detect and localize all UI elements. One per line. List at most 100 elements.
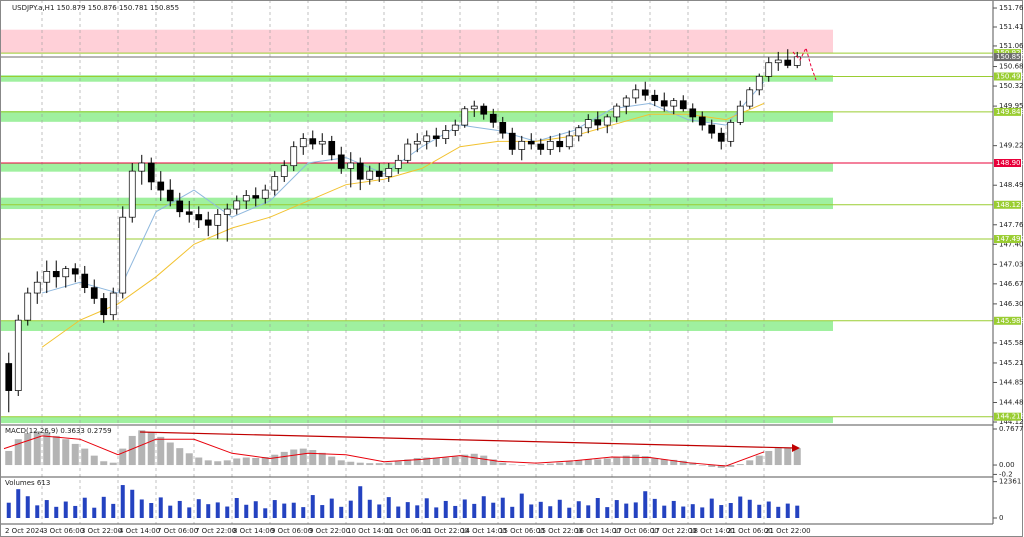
volume-bar	[63, 501, 68, 518]
macd-bar	[480, 455, 488, 466]
macd-bar	[423, 457, 431, 466]
macd-bar	[537, 464, 545, 466]
volume-bar	[263, 508, 268, 518]
candle-body	[461, 108, 469, 126]
chart-title: USDJPY.a,H1 150.879 150.876 150.781 150.…	[12, 4, 179, 12]
volume-bar	[500, 497, 505, 518]
candle-body	[651, 94, 659, 102]
macd-bar	[470, 453, 478, 466]
macd-bar	[71, 443, 79, 466]
volume-bar	[415, 505, 420, 518]
macd-bar	[508, 464, 516, 466]
candle-body	[537, 143, 545, 150]
zone	[0, 29, 833, 53]
macd-bar	[119, 448, 127, 466]
macd-bar	[793, 448, 801, 466]
macd-bar	[299, 448, 307, 466]
y-tick-label: 147.400	[999, 240, 1024, 248]
volume-bar	[111, 503, 116, 518]
volume-bar	[491, 502, 496, 518]
volume-bar	[386, 497, 391, 518]
volume-tick-label: 12361	[999, 478, 1021, 486]
volume-bar	[187, 507, 192, 518]
candle-body	[727, 122, 735, 142]
x-tick-label: 9 Oct 06:00	[271, 527, 312, 535]
level-label: 148.129	[996, 201, 1024, 209]
volume-bar	[177, 500, 182, 518]
macd-bar	[432, 457, 440, 466]
volume-bar	[586, 505, 591, 518]
macd-bar	[413, 457, 421, 466]
volume-bar	[662, 505, 667, 518]
macd-bar	[52, 435, 60, 466]
candle-body	[233, 200, 241, 210]
volume-tick-label: 0	[999, 514, 1003, 522]
volume-bar	[139, 499, 144, 518]
candle-body	[90, 287, 98, 299]
candle-body	[119, 216, 127, 294]
y-tick-label: 151.410	[999, 23, 1024, 31]
x-tick-label: 18 Oct 14:00	[689, 527, 735, 535]
volume-bar	[329, 498, 334, 518]
x-tick-label: 4 Oct 14:00	[119, 527, 160, 535]
x-tick-label: 15 Oct 06:00	[499, 527, 545, 535]
macd-bar	[337, 460, 345, 466]
y-tick-label: 149.220	[999, 142, 1024, 150]
zone	[0, 320, 833, 331]
candle-body	[24, 292, 32, 321]
candle-body	[43, 271, 51, 283]
volume-bar	[244, 504, 249, 518]
macd-bar	[185, 453, 193, 466]
volume-bar	[358, 486, 363, 518]
candle-body	[366, 170, 374, 180]
candle-body	[480, 105, 488, 115]
candle-body	[328, 140, 336, 156]
macd-bar	[632, 454, 640, 466]
macd-bar	[62, 439, 70, 466]
candle-body	[14, 319, 22, 391]
macd-bar	[765, 450, 773, 466]
level-tag	[994, 53, 1021, 62]
zones	[0, 29, 833, 424]
macd-bar	[24, 433, 32, 466]
volume-bar	[396, 506, 401, 518]
candle-body	[584, 119, 592, 129]
candle-body	[5, 363, 13, 391]
candle-body	[413, 140, 421, 145]
volume-bar	[776, 506, 781, 518]
volume-bar	[149, 503, 154, 518]
candle-body	[166, 189, 174, 202]
y-tick-label: 146.300	[999, 300, 1024, 308]
candle-body	[717, 132, 725, 142]
volume-bar	[747, 499, 752, 518]
x-tick-label: 17 Oct 06:00	[613, 527, 659, 535]
candle-body	[204, 219, 212, 226]
x-tick-label: 21 Oct 06:00	[727, 527, 773, 535]
candle-body	[33, 281, 41, 294]
candle-body	[252, 195, 260, 199]
candle-body	[670, 100, 678, 107]
volume-bar	[405, 502, 410, 518]
x-tick-label: 10 Oct 14:00	[347, 527, 393, 535]
candle-body	[594, 119, 602, 126]
macd-bar	[290, 449, 298, 466]
candle-body	[337, 154, 345, 169]
volume-bar	[605, 507, 610, 518]
level-label: 150.496	[996, 73, 1024, 81]
x-tick-label: 9 Oct 22:00	[309, 527, 350, 535]
macd-bar	[394, 461, 402, 466]
macd-bar	[214, 461, 222, 466]
macd-bar	[166, 442, 174, 466]
candle-body	[470, 105, 478, 110]
candle-body	[746, 89, 754, 107]
candle-body	[784, 59, 792, 66]
candle-body	[603, 116, 611, 126]
macd-bar	[385, 462, 393, 466]
macd-signal	[3, 435, 765, 467]
candle-body	[641, 89, 649, 96]
candle-body	[195, 214, 203, 221]
zone	[0, 75, 833, 82]
y-tick-label: 150.320	[999, 82, 1024, 90]
x-tick-label: 16 Oct 14:00	[575, 527, 621, 535]
macd-bar	[157, 436, 165, 466]
